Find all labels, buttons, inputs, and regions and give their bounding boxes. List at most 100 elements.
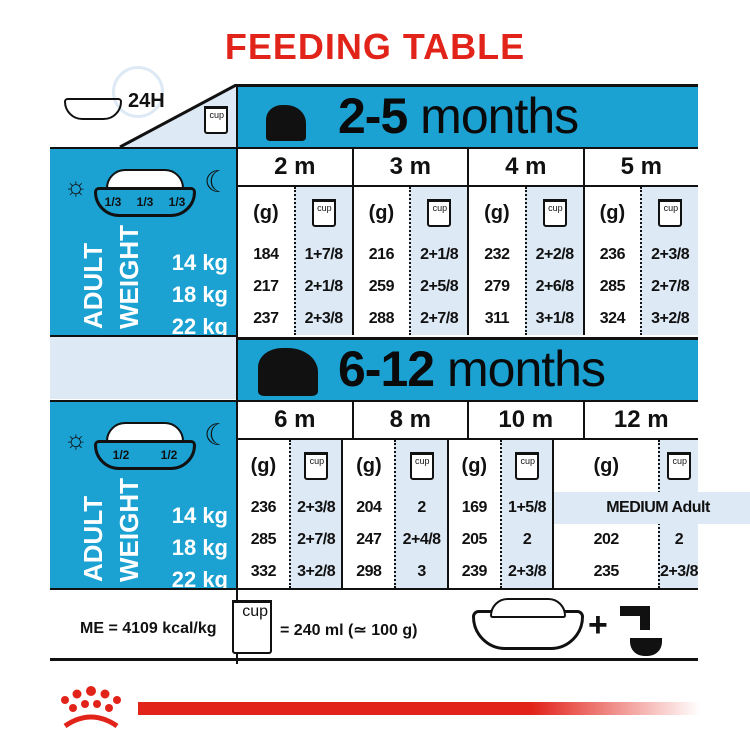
age-column: (g) 216 259 288 cup 2+1/8 2+5/8 2+7/8 (351, 187, 467, 335)
grams-value: 247 (356, 531, 382, 548)
grams-value: 237 (253, 310, 279, 327)
grams-value: 259 (368, 278, 395, 295)
cup-icon: cup (658, 199, 683, 227)
grams-value: 235 (593, 563, 620, 580)
portion-fraction: 1/2 (112, 448, 130, 462)
age-header: 10 m (467, 402, 583, 438)
grams-column: (g) 236 285 324 (585, 187, 641, 335)
cups-column: cup 1+7/8 2+1/8 2+3/8 (293, 187, 352, 335)
energy-label: ME = 4109 kcal/kg (80, 620, 217, 637)
cup-icon: cup (667, 452, 691, 480)
grams-header: (g) (253, 201, 279, 224)
cup-icon: cup (427, 199, 452, 227)
age-header: 6 m (236, 402, 352, 438)
cups-value: 2 (522, 531, 532, 548)
cups-value: 2+1/8 (304, 278, 343, 295)
grams-value: 332 (250, 563, 277, 580)
age-header: 4 m (467, 149, 583, 185)
weight-label: WEIGHT (114, 225, 144, 329)
age-unit: months (446, 341, 606, 397)
cups-column: cup 2 2+4/8 3 (394, 440, 447, 588)
brand-stripe (138, 702, 700, 715)
corner-header: 24H cup (50, 62, 238, 147)
sun-icon: ☼ (64, 424, 88, 454)
cup-icon: cup (311, 199, 336, 227)
dog-icon (258, 348, 318, 396)
age-column: (g) 204 247 298 cup 2 2+4/8 3 (341, 440, 447, 588)
cup-icon: cup (515, 452, 540, 480)
cups-column: cup 1+5/8 2 2+3/8 (499, 440, 553, 588)
cup-icon: cup (232, 600, 272, 654)
puppy-icon (266, 105, 306, 141)
adult-weight: 18 kg (171, 535, 228, 560)
plus-icon: + (588, 606, 608, 644)
water-tap-icon (620, 598, 664, 658)
portion-panel: ☼ ☾ 1/2 1/2 ADULT WEIGHT 14 kg 18 kg 22 kg (50, 400, 236, 592)
royal-canin-crown-logo (61, 686, 121, 729)
cup-icon: cup (304, 452, 329, 480)
age-range: 2-5 (338, 88, 408, 144)
age-header: 8 m (351, 402, 468, 438)
bowl-portions: 1/3 1/3 1/3 (94, 187, 196, 217)
adult-weight: 18 kg (171, 282, 228, 307)
adult-weight: 22 kg (171, 567, 228, 592)
grams-value: 217 (253, 278, 279, 295)
cups-value: 2+7/8 (420, 310, 459, 327)
divider (236, 84, 238, 664)
kibble-icon (490, 598, 566, 618)
grams-column: (g) 236 285 332 (238, 440, 289, 588)
cups-value: 2+6/8 (535, 278, 574, 295)
cups-value: 2+7/8 (297, 531, 336, 548)
age-band: 2-5 months (238, 84, 698, 147)
cups-value: 2+3/8 (297, 499, 336, 516)
grams-header: (g) (368, 201, 395, 224)
cups-value: 2 (674, 531, 684, 548)
divider (50, 658, 698, 661)
medium-adult-note: MEDIUM Adult (554, 492, 750, 524)
cups-column: cup 2+3/8 2+7/8 3+2/8 (640, 187, 698, 335)
bowl-portions: 1/2 1/2 (94, 440, 196, 470)
grams-value: 285 (599, 278, 626, 295)
daily-label: 24H (128, 90, 165, 112)
grams-value: 202 (593, 531, 620, 548)
grams-value: 311 (484, 310, 510, 327)
age-column: (g) 232 279 311 cup 2+2/8 2+6/8 3+1/8 (467, 187, 583, 335)
sun-icon: ☼ (64, 171, 88, 201)
cups-value: 2+3/8 (651, 246, 690, 263)
grams-value: 232 (484, 246, 510, 263)
cups-value: 3+2/8 (297, 563, 336, 580)
grams-column: (g) 169 205 239 (449, 440, 500, 588)
moon-icon: ☾ (204, 166, 231, 199)
cup-icon: cup (542, 199, 567, 227)
portion-panel: ☼ ☾ 1/3 1/3 1/3 ADULT WEIGHT 14 kg 18 kg 22 k… (50, 147, 236, 339)
grams-value: 298 (356, 563, 382, 580)
age-column: (g) 169 205 239 cup 1+5/8 2 2+3/8 (446, 440, 553, 588)
cups-value: 1+7/8 (304, 246, 343, 263)
grams-value: 236 (250, 499, 277, 516)
cups-value: 2+1/8 (420, 246, 459, 263)
grams-header: (g) (250, 454, 277, 477)
grams-header: (g) (356, 454, 382, 477)
adult-weight: 22 kg (171, 314, 228, 339)
page-title: FEEDING TABLE (224, 26, 526, 67)
divider (50, 588, 698, 590)
portion-fraction: 1/3 (168, 195, 186, 209)
cups-value: 3+1/8 (535, 310, 574, 327)
feeding-grid: (g) 236 285 332 cup 2+3/8 2+7/8 3+2/8 (g) 204 247… (236, 440, 750, 588)
cups-value: 2 (417, 499, 426, 516)
cup-icon: cup (204, 106, 228, 134)
grams-value: 169 (461, 499, 488, 516)
grams-value: 236 (599, 246, 626, 263)
age-header: 12 m (582, 402, 699, 438)
age-column: (g) 184 217 237 cup 1+7/8 2+1/8 2+3/8 (236, 187, 352, 335)
adult-weight: 14 kg (171, 250, 228, 275)
grams-column: (g) 204 247 298 (343, 440, 394, 588)
grams-value: 239 (461, 563, 488, 580)
grams-column: (g) 216 259 288 (354, 187, 410, 335)
grams-header: (g) (593, 454, 619, 477)
clock-icon (112, 66, 164, 118)
grams-header: (g) (484, 201, 510, 224)
age-range: 6-12 (338, 341, 435, 397)
